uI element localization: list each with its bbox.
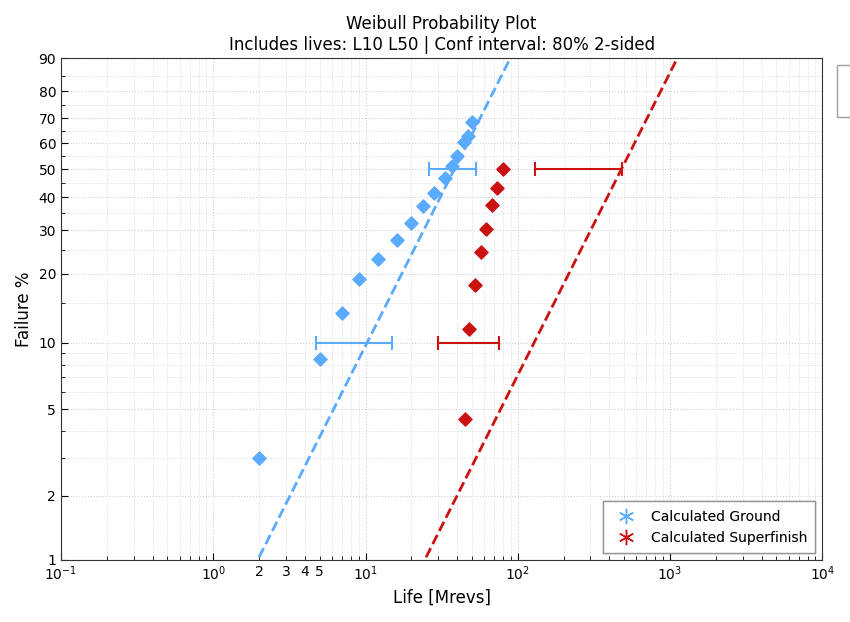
Point (571, 164, 585, 174)
Point (405, 218, 418, 228)
Title: Weibull Probability Plot
Includes lives: L10 L50 | Conf interval: 80% 2-sided: Weibull Probability Plot Includes lives:… (229, 15, 654, 53)
Point (485, 200, 499, 210)
Point (479, 223, 493, 233)
Legend: Calculated Ground, Calculated Superfinish: Calculated Ground, Calculated Superfinis… (604, 501, 815, 553)
Point (390, 235, 404, 245)
Point (438, 174, 451, 183)
Point (458, 414, 472, 424)
Point (461, 131, 474, 141)
Point (252, 453, 266, 463)
Point (456, 137, 470, 147)
Point (427, 188, 440, 198)
Point (468, 279, 481, 289)
Point (352, 274, 366, 284)
Point (465, 117, 479, 127)
Point (335, 309, 348, 318)
Point (313, 354, 326, 364)
Point (462, 324, 476, 334)
Point (355, 338, 369, 348)
Point (490, 183, 504, 193)
Point (465, 338, 479, 348)
Point (496, 164, 510, 174)
Point (445, 161, 459, 171)
Point (416, 202, 430, 211)
Point (450, 164, 464, 174)
Point (473, 248, 487, 258)
X-axis label: Life [Mrevs]: Life [Mrevs] (393, 589, 490, 607)
Point (371, 254, 384, 264)
Point (450, 151, 464, 161)
Y-axis label: Failure %: Failure % (15, 271, 33, 347)
